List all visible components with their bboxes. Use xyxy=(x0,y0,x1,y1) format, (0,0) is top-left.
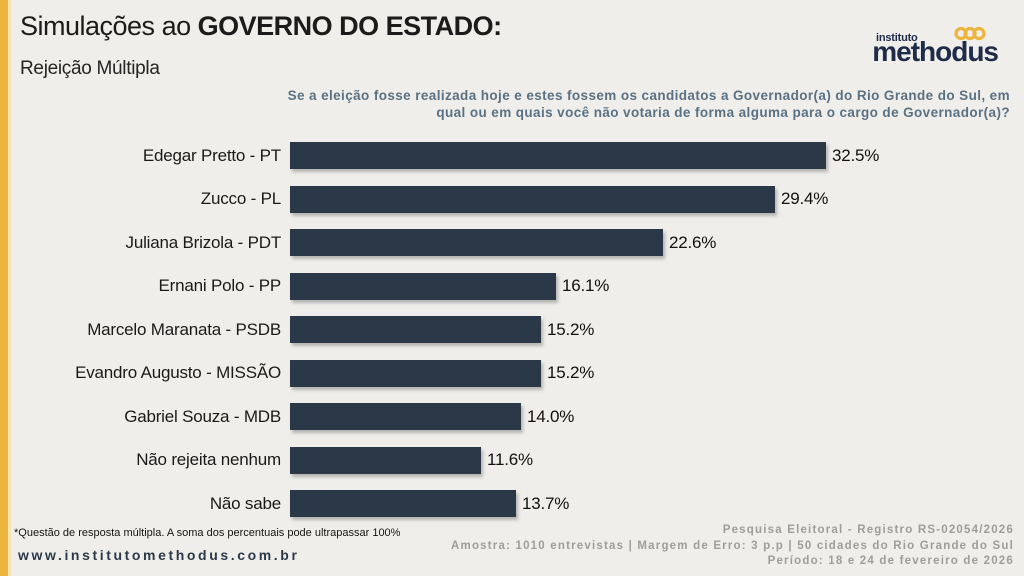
bar-row: Edegar Pretto - PT 32.5% xyxy=(0,142,1024,169)
registry-line: Pesquisa Eleitoral - Registro RS-02054/2… xyxy=(722,524,1014,536)
bar-label: Não rejeita nenhum xyxy=(136,450,281,469)
bar xyxy=(290,359,541,387)
bar-value-label: 15.2% xyxy=(547,319,595,339)
bar-label: Zucco - PL xyxy=(200,189,281,208)
bar-chart: Edegar Pretto - PT 32.5% Zucco - PL 29.4% Ju… xyxy=(0,142,1024,534)
website-url: www.institutomethodus.com.br xyxy=(18,547,300,563)
period-line: Período: 18 e 24 de fevereiro de 2026 xyxy=(767,555,1014,567)
methodus-logo: instituto methodus xyxy=(864,26,999,67)
bar-value-label: 16.1% xyxy=(562,276,610,295)
bar-label: Evandro Augusto - MISSÃO xyxy=(75,363,281,382)
logo-instituto-text: instituto xyxy=(876,32,918,44)
bar xyxy=(290,446,481,474)
bar xyxy=(290,185,775,213)
survey-metadata: Pesquisa Eleitoral - Registro RS-02054/2… xyxy=(451,523,1014,570)
title-bold-part: GOVERNO DO ESTADO: xyxy=(197,11,503,41)
bar-value-label: 13.7% xyxy=(522,493,570,513)
bar xyxy=(290,403,521,430)
bar-value-label: 15.2% xyxy=(547,363,595,382)
rings-icon xyxy=(954,26,994,41)
bar-label: Juliana Brizola - PDT xyxy=(125,232,282,252)
bar xyxy=(290,229,663,256)
bar-row: Ernani Polo - PP 16.1% xyxy=(0,272,1024,300)
logo-methodus-text: methodus xyxy=(872,36,999,67)
bar xyxy=(290,316,541,343)
bar-row: Marcelo Maranata - PSDB 15.2% xyxy=(0,316,1024,343)
bar xyxy=(290,490,516,517)
survey-question-line1: Se a eleição fosse realizada hoje e este… xyxy=(287,88,1010,103)
bar-label: Marcelo Maranata - PSDB xyxy=(87,319,281,339)
bar-row: Não rejeita nenhum 11.6% xyxy=(0,446,1024,474)
bar-row: Juliana Brizola - PDT 22.6% xyxy=(0,229,1024,256)
bar-row: Gabriel Souza - MDB 14.0% xyxy=(0,403,1024,430)
bar-value-label: 32.5% xyxy=(832,145,880,165)
page-title: Simulações ao GOVERNO DO ESTADO: xyxy=(20,11,502,42)
sample-line: Amostra: 1010 entrevistas | Margem de Er… xyxy=(451,539,1014,552)
bar-label: Ernani Polo - PP xyxy=(158,276,282,295)
left-accent-stripe-highlight xyxy=(8,0,11,576)
footnote: *Questão de resposta múltipla. A soma do… xyxy=(14,527,401,539)
bar xyxy=(290,142,826,169)
bar xyxy=(290,272,556,300)
bar-label: Gabriel Souza - MDB xyxy=(124,406,281,426)
survey-question-line2: qual ou em quais você não votaria de for… xyxy=(436,105,1010,120)
bar-label: Edegar Pretto - PT xyxy=(142,145,281,165)
bar-value-label: 11.6% xyxy=(487,450,533,469)
bar-value-label: 22.6% xyxy=(669,232,717,252)
bar-value-label: 14.0% xyxy=(527,406,575,426)
bar-row: Evandro Augusto - MISSÃO 15.2% xyxy=(0,359,1024,387)
bar-label: Não sabe xyxy=(209,493,281,513)
bar-row: Zucco - PL 29.4% xyxy=(0,185,1024,213)
title-regular-part: Simulações ao xyxy=(20,11,198,41)
bar-value-label: 29.4% xyxy=(781,189,829,208)
bar-row: Não sabe 13.7% xyxy=(0,490,1024,517)
left-accent-stripe xyxy=(0,0,8,576)
page-subtitle: Rejeição Múltipla xyxy=(20,58,160,79)
survey-question: Se a eleição fosse realizada hoje e este… xyxy=(230,87,1010,121)
